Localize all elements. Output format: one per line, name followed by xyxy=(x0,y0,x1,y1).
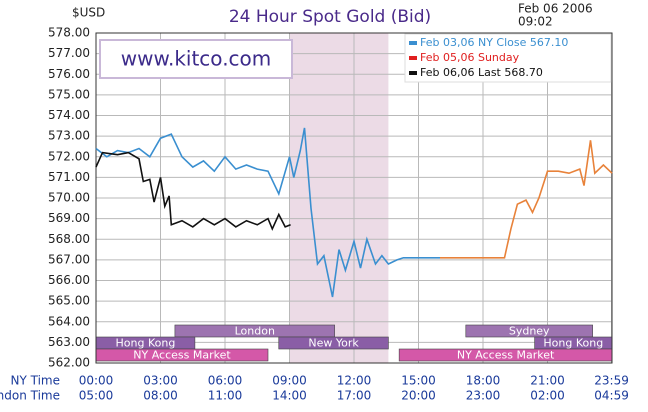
session-label: New York xyxy=(308,337,359,350)
legend-label: Feb 05,06 Sunday xyxy=(420,51,520,64)
y-tick-label: 576.00 xyxy=(48,67,90,81)
session-label: Hong Kong xyxy=(116,337,176,350)
x-tick-label: 23:59 xyxy=(594,374,629,388)
session-label: Hong Kong xyxy=(543,337,603,350)
date: Feb 06 2006 xyxy=(518,2,593,16)
legend-swatch xyxy=(409,56,417,60)
x2-tick-label: 14:00 xyxy=(272,389,307,403)
y-tick-label: 569.00 xyxy=(48,211,90,225)
x2-tick-label: 20:00 xyxy=(401,389,436,403)
time: 09:02 xyxy=(518,15,553,29)
watermark-box xyxy=(99,39,293,79)
x-tick-label: 15:00 xyxy=(401,374,436,388)
y-tick-label: 573.00 xyxy=(48,129,90,143)
y-tick-label: 577.00 xyxy=(48,46,90,60)
y-tick-label: 578.00 xyxy=(48,26,90,40)
session-label: London xyxy=(235,325,275,338)
y-unit: $USD xyxy=(72,6,105,20)
legend-label: Feb 06,06 Last 568.70 xyxy=(420,66,543,79)
series-line xyxy=(95,151,291,231)
y-tick-label: 563.00 xyxy=(48,335,90,349)
x-tick-label: 09:00 xyxy=(272,374,307,388)
legend-swatch xyxy=(409,41,417,45)
x2-row-label: London Time xyxy=(0,389,60,403)
session-bar xyxy=(174,324,335,338)
x-row-label: NY Time xyxy=(11,374,61,388)
plot-frame xyxy=(95,32,613,364)
x2-tick-label: 02:00 xyxy=(530,389,565,403)
x-tick-label: 03:00 xyxy=(143,374,178,388)
chart-title: 24 Hour Spot Gold (Bid) xyxy=(229,7,431,27)
y-tick-label: 565.00 xyxy=(48,294,90,308)
x2-tick-label: 17:00 xyxy=(337,389,372,403)
y-tick-label: 575.00 xyxy=(48,87,90,101)
x-tick-label: 12:00 xyxy=(337,374,372,388)
session-label: NY Access Market xyxy=(457,349,555,362)
y-tick-label: 574.00 xyxy=(48,108,90,122)
legend-label: Feb 03,06 NY Close 567.10 xyxy=(420,36,568,49)
watermark: www.kitco.com xyxy=(121,47,272,71)
x2-tick-label: 05:00 xyxy=(79,389,114,403)
legend-box xyxy=(404,33,612,83)
legend-swatch xyxy=(409,71,417,75)
x-tick-label: 06:00 xyxy=(208,374,243,388)
x-tick-label: 18:00 xyxy=(466,374,501,388)
y-tick-label: 572.00 xyxy=(48,149,90,163)
y-tick-label: 568.00 xyxy=(48,232,90,246)
x-tick-label: 00:00 xyxy=(79,374,114,388)
y-tick-label: 566.00 xyxy=(48,273,90,287)
y-tick-label: 567.00 xyxy=(48,252,90,266)
session-bar xyxy=(278,336,389,350)
x2-tick-label: 04:59 xyxy=(594,389,629,403)
x2-tick-label: 11:00 xyxy=(208,389,243,403)
x2-tick-label: 08:00 xyxy=(143,389,178,403)
series-line xyxy=(440,140,613,259)
y-tick-label: 564.00 xyxy=(48,314,90,328)
x2-tick-label: 23:00 xyxy=(466,389,501,403)
session-label: Sydney xyxy=(509,325,550,338)
series-line xyxy=(95,127,440,298)
x-tick-label: 21:00 xyxy=(530,374,565,388)
session-label: NY Access Market xyxy=(133,349,231,362)
y-tick-label: 570.00 xyxy=(48,191,90,205)
y-tick-label: 562.00 xyxy=(48,356,90,370)
session-bar xyxy=(465,324,593,338)
y-tick-label: 571.00 xyxy=(48,170,90,184)
